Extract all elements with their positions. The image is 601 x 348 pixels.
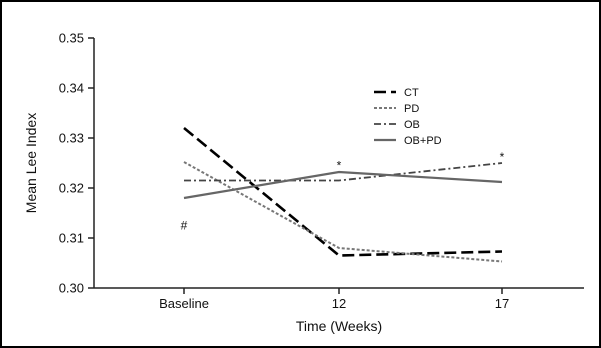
series-line-ct [183,126,503,257]
series-line-ob-pd [183,170,503,200]
legend-label: CT [404,87,419,99]
series-group [183,126,503,263]
legend-label: PD [404,103,419,115]
y-ticks: 0.30 0.31 0.32 0.33 0.34 0.35 [59,31,94,296]
y-tick-label: 0.32 [59,181,84,196]
legend: CT PD OB OB+PD [374,87,442,147]
legend-label: OB [404,119,420,131]
x-ticks: Baseline 12 17 [159,288,509,311]
annotations: # * * [181,150,505,233]
y-axis-title: Mean Lee Index [23,113,39,213]
annotation-mark: # [181,219,188,233]
x-tick-label: 12 [332,296,346,311]
y-tick-label: 0.31 [59,231,84,246]
y-tick-label: 0.35 [59,31,84,46]
x-axis-title: Time (Weeks) [296,318,382,334]
legend-label: OB+PD [404,135,442,147]
y-tick-label: 0.34 [59,81,84,96]
annotation-mark: * [337,159,342,173]
annotation-mark: * [500,150,505,164]
series-line-pd [183,161,503,263]
y-tick-label: 0.30 [59,281,84,296]
x-tick-label: 17 [495,296,509,311]
y-tick-label: 0.33 [59,131,84,146]
x-tick-label: Baseline [159,296,209,311]
series-line-ob [184,162,503,182]
